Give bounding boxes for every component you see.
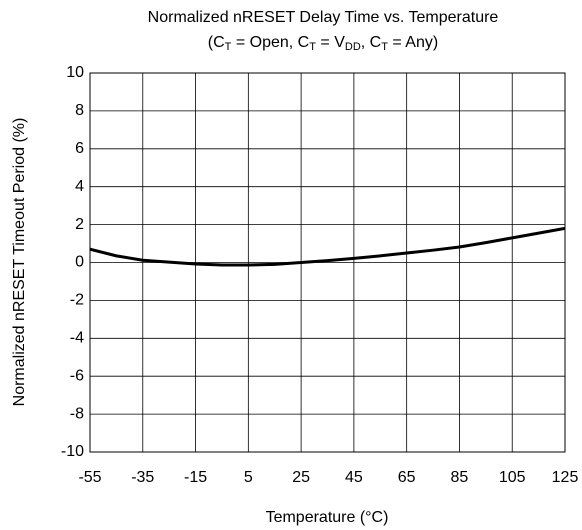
subscript: DD: [345, 41, 361, 53]
x-tick-label: 125: [552, 469, 579, 486]
subtitle-part: = V: [316, 34, 345, 51]
y-tick-label: -6: [70, 367, 84, 384]
x-tick-label: -35: [131, 469, 154, 486]
subtitle-part: = Open, C: [231, 34, 309, 51]
x-tick-label: 5: [244, 469, 253, 486]
subscript: T: [309, 41, 316, 53]
subscript: T: [225, 41, 232, 53]
y-tick-label: 10: [66, 64, 84, 81]
x-tick-label: 25: [292, 469, 310, 486]
subtitle-part: = Any): [388, 34, 438, 51]
x-tick-label: -15: [184, 469, 207, 486]
y-tick-label: 0: [75, 254, 84, 271]
y-tick-label: 6: [75, 140, 84, 157]
x-tick-label: 45: [345, 469, 363, 486]
subtitle-part: (C: [208, 34, 225, 51]
plot-frame: [89, 72, 566, 453]
x-tick-label: 85: [451, 469, 469, 486]
x-axis-label: Temperature (°C): [266, 509, 389, 526]
chart-subtitle: (CT = Open, CT = VDD, CT = Any): [208, 34, 438, 53]
line: [90, 226, 565, 267]
x-tick-label: 105: [499, 469, 526, 486]
y-tick-label: 2: [75, 216, 84, 233]
y-tick-label: -10: [61, 443, 84, 460]
chart-title: Normalized nRESET Delay Time vs. Tempera…: [148, 9, 499, 26]
subtitle-part: , C: [361, 34, 381, 51]
y-tick-label: 4: [75, 178, 84, 195]
x-tick-label: -55: [78, 469, 101, 486]
x-tick-label: 65: [398, 469, 416, 486]
y-axis-label: Normalized nRESET Timeout Period (%): [11, 118, 28, 407]
y-tick-label: 8: [75, 102, 84, 119]
y-tick-label: -4: [70, 330, 84, 347]
subscript: T: [381, 41, 388, 53]
y-tick-label: -2: [70, 292, 84, 309]
y-tick-label: -8: [70, 405, 84, 422]
